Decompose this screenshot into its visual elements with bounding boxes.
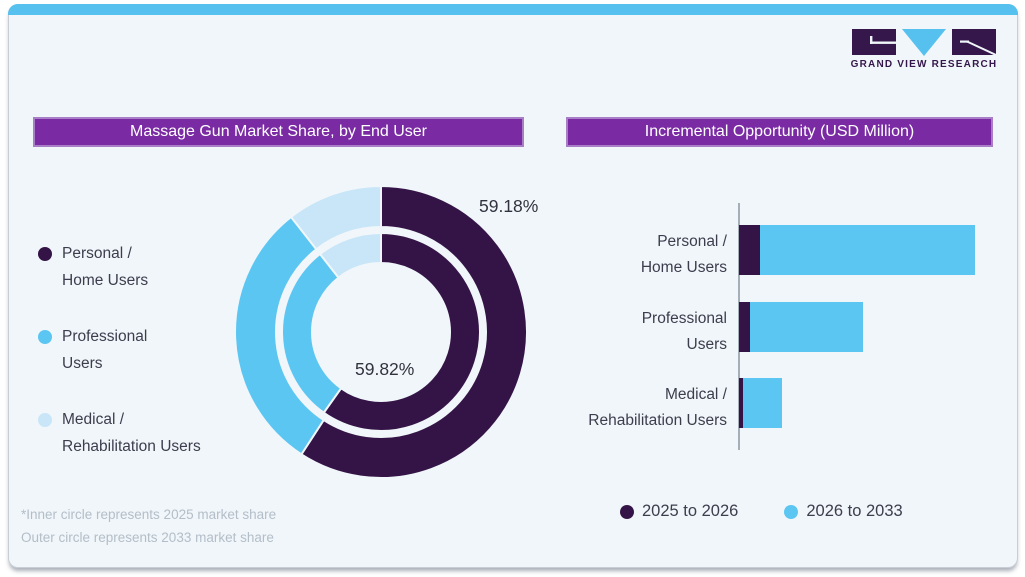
legend-swatch-professional-icon — [38, 330, 52, 344]
legend-label-line: Rehabilitation Users — [62, 438, 201, 455]
bar-segment-2025-2026 — [739, 225, 760, 275]
bar-track-medical — [739, 378, 782, 428]
legend-swatch-personal-icon — [38, 247, 52, 261]
bar-segment-2026-2033 — [750, 302, 864, 352]
legend-item-professional-users: Professional Users — [38, 323, 201, 377]
gvr-logo-icon — [852, 29, 996, 56]
opportunity-title-bar: Incremental Opportunity (USD Million) — [566, 117, 993, 147]
card-top-accent — [8, 4, 1018, 15]
donut-slice — [289, 184, 382, 251]
bar-category-label-professional: Professional Users — [641, 310, 727, 353]
donut-slice — [318, 231, 382, 280]
gvr-logo-wordmark: GRAND VIEW RESEARCH — [850, 59, 998, 70]
bar-segment-2025-2026 — [739, 378, 743, 428]
donut-slice — [299, 184, 528, 479]
market-share-title: Massage Gun Market Share, by End User — [129, 123, 428, 140]
legend-label-line: Personal / — [62, 245, 132, 262]
legend-item-2026-to-2033: 2026 to 2033 — [784, 499, 903, 524]
footnote-line-1: *Inner circle represents 2025 market sha… — [21, 507, 277, 522]
legend-swatch-medical-icon — [38, 413, 52, 427]
legend-label-line: Users — [62, 355, 103, 372]
legend-label-line: Home Users — [62, 272, 149, 289]
logo-v-triangle — [902, 29, 946, 56]
bar-segment-2025-2026 — [739, 302, 751, 352]
donut-slice — [322, 231, 481, 432]
market-share-legend: Personal / Home Users Professional Users… — [38, 240, 201, 489]
legend-label-line: Professional — [62, 328, 148, 345]
bar-track-professional — [739, 302, 864, 352]
legend-label-line: Medical / — [62, 411, 125, 428]
footnote-line-2: Outer circle represents 2033 market shar… — [21, 530, 274, 545]
legend-item-medical-rehabilitation-users: Medical / Rehabilitation Users — [38, 406, 201, 460]
market-share-donut-chart — [234, 184, 528, 479]
inner-ring-value-label: 59.82% — [355, 359, 415, 379]
legend-swatch-2026-2033-icon — [784, 505, 799, 519]
bar-track-personal — [739, 225, 975, 275]
opportunity-title: Incremental Opportunity (USD Million) — [644, 123, 915, 140]
bar-segment-2026-2033 — [743, 378, 782, 428]
legend-swatch-2025-2026-icon — [620, 505, 634, 519]
outer-ring-value-label: 59.18% — [479, 196, 539, 216]
legend-item-2025-to-2026: 2025 to 2026 — [620, 499, 738, 524]
legend-item-personal-home-users: Personal / Home Users — [38, 240, 201, 294]
opportunity-legend: 2025 to 2026 2026 to 2033 — [620, 499, 903, 524]
donut-footnote: *Inner circle represents 2025 market sha… — [21, 503, 276, 549]
bar-segment-2026-2033 — [760, 225, 975, 275]
bar-category-label-personal: Personal / Home Users — [640, 233, 727, 276]
bar-category-label-medical: Medical / Rehabilitation Users — [588, 386, 727, 429]
market-share-title-bar: Massage Gun Market Share, by End User — [33, 117, 524, 147]
